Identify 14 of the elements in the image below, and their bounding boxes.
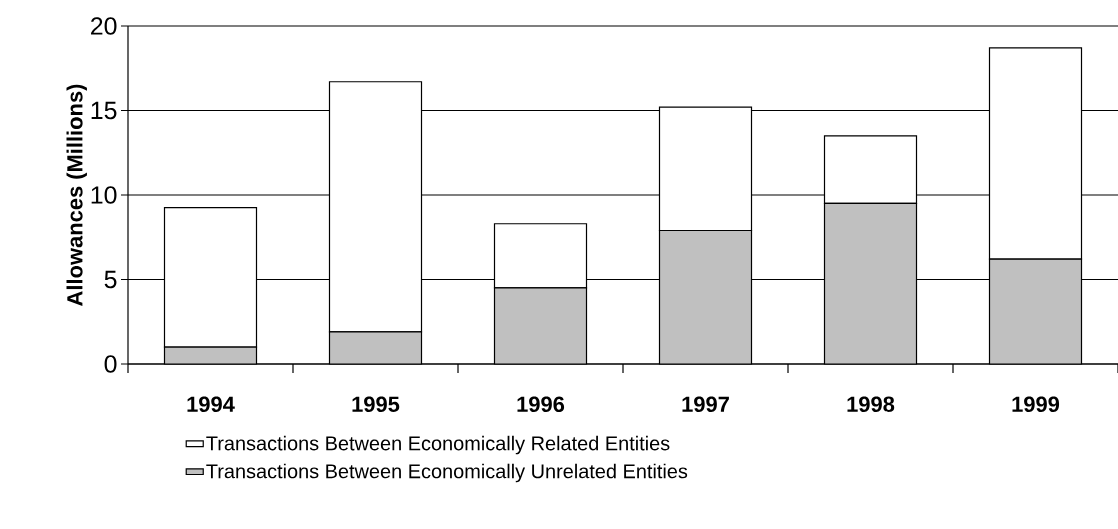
x-tick-label: 1997 [682,396,729,413]
y-tick-label: 15 [91,101,117,120]
y-axis-title: Allowances (Millions) [66,84,87,306]
y-tick-label: 20 [91,17,117,35]
x-tick-label: 1994 [187,396,235,413]
x-tick-label: 1998 [847,396,895,413]
x-tick-label: 1996 [517,396,565,413]
x-tick-label: 1999 [1012,396,1060,413]
y-tick-label: 10 [91,186,117,204]
y-tick-label: 0 [104,355,117,373]
legend-label: Transactions Between Economically Unrelated Entities [206,463,688,483]
y-tick-label: 5 [104,270,117,289]
x-tick-label: 1995 [352,396,400,413]
legend-label: Transactions Between Economically Related Entities [206,435,670,455]
